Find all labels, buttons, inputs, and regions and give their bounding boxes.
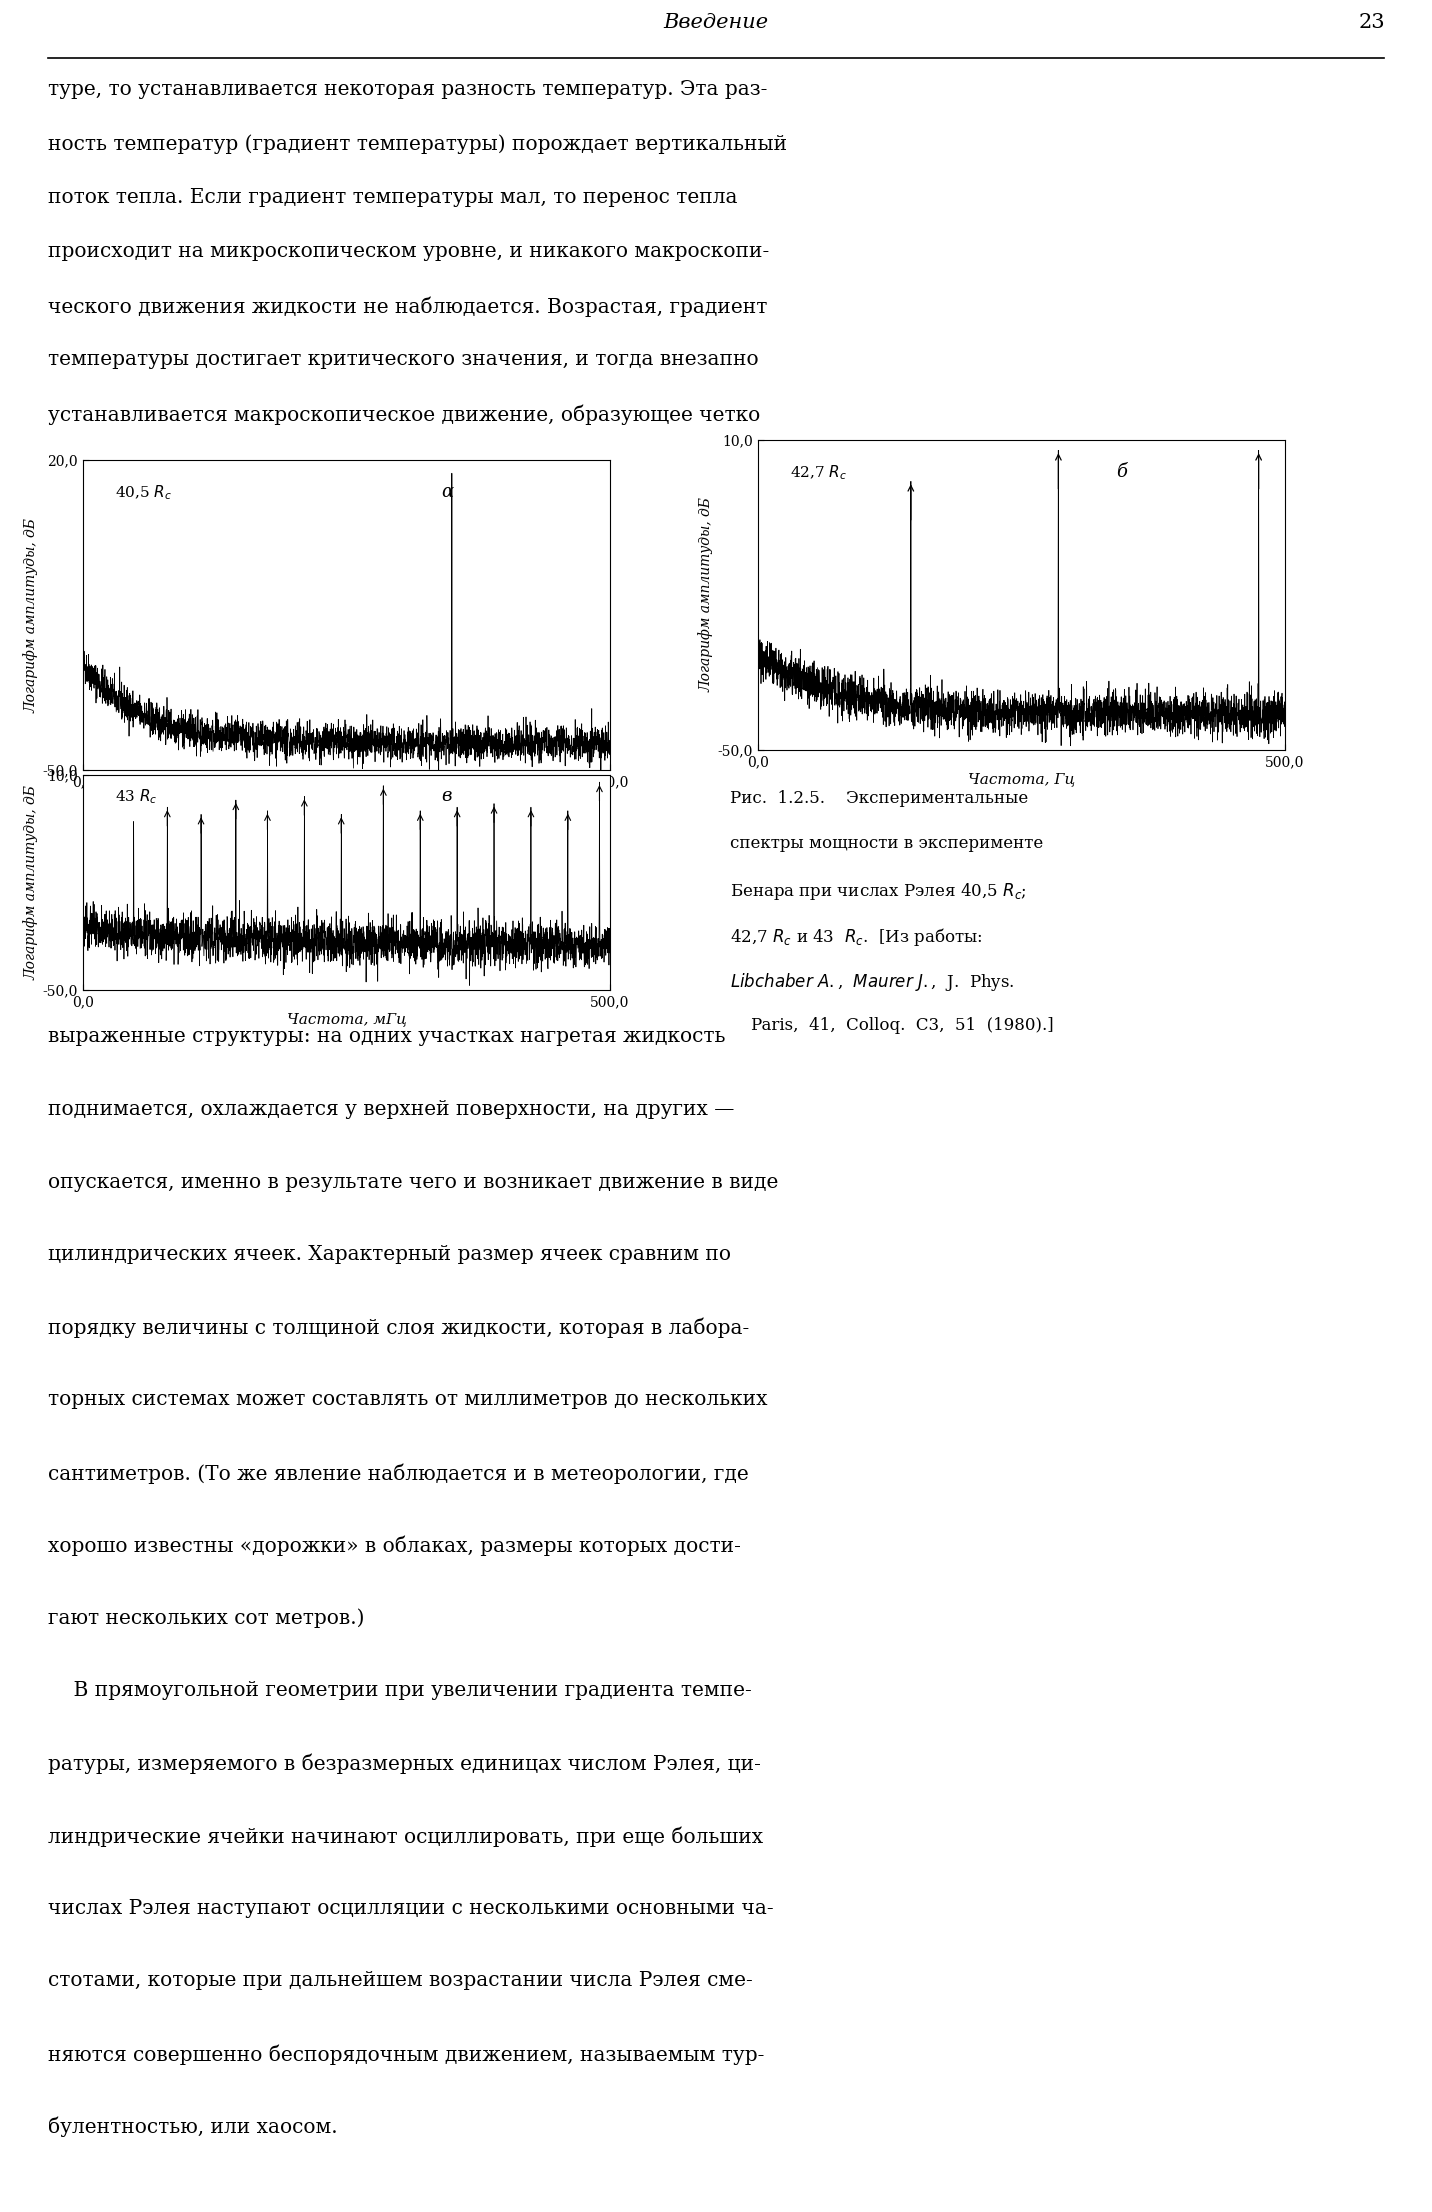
Text: спектры мощности в эксперименте: спектры мощности в эксперименте [730, 836, 1044, 852]
Text: $Libchaber$ $A.$,  $Maurer$ $J.$,  J.  Phys.: $Libchaber$ $A.$, $Maurer$ $J.$, J. Phys… [730, 971, 1014, 993]
Text: числах Рэлея наступают осцилляции с несколькими основными ча-: числах Рэлея наступают осцилляции с неск… [49, 1898, 773, 1918]
Text: Рис.  1.2.5.    Экспериментальные: Рис. 1.2.5. Экспериментальные [730, 790, 1028, 807]
Text: ратуры, измеряемого в безразмерных единицах числом Рэлея, ци-: ратуры, измеряемого в безразмерных едини… [49, 1754, 760, 1774]
X-axis label: Частота, Гц: Частота, Гц [968, 772, 1075, 785]
Text: стотами, которые при дальнейшем возрастании числа Рэлея сме-: стотами, которые при дальнейшем возраста… [49, 1971, 753, 1991]
Text: Paris,  41,  Colloq.  C3,  51  (1980).]: Paris, 41, Colloq. C3, 51 (1980).] [730, 1018, 1054, 1033]
Text: ческого движения жидкости не наблюдается. Возрастая, градиент: ческого движения жидкости не наблюдается… [49, 296, 768, 316]
Text: 43 $R_c$: 43 $R_c$ [115, 787, 158, 805]
Text: няются совершенно беспорядочным движением, называемым тур-: няются совершенно беспорядочным движение… [49, 2044, 765, 2064]
Y-axis label: Логарифм амплитуды, дБ: Логарифм амплитуды, дБ [699, 498, 713, 692]
Text: цилиндрических ячеек. Характерный размер ячеек сравним по: цилиндрических ячеек. Характерный размер… [49, 1245, 730, 1263]
Y-axis label: Логарифм амплитуды, дБ: Логарифм амплитуды, дБ [24, 785, 39, 980]
Text: булентностью, или хаосом.: булентностью, или хаосом. [49, 2117, 338, 2137]
Text: б: б [1117, 462, 1127, 482]
Text: хорошо известны «дорожки» в облаках, размеры которых дости-: хорошо известны «дорожки» в облаках, раз… [49, 1535, 740, 1555]
Text: поток тепла. Если градиент температуры мал, то перенос тепла: поток тепла. Если градиент температуры м… [49, 188, 737, 208]
Y-axis label: Логарифм амплитуды, дБ: Логарифм амплитуды, дБ [24, 518, 39, 712]
Text: Введение: Введение [663, 13, 769, 31]
Text: температуры достигает критического значения, и тогда внезапно: температуры достигает критического значе… [49, 349, 759, 369]
Text: гают нескольких сот метров.): гают нескольких сот метров.) [49, 1608, 365, 1628]
Text: α: α [441, 482, 454, 502]
Text: поднимается, охлаждается у верхней поверхности, на других —: поднимается, охлаждается у верхней повер… [49, 1099, 735, 1119]
Text: туре, то устанавливается некоторая разность температур. Эта раз-: туре, то устанавливается некоторая разно… [49, 80, 768, 100]
Text: 42,7 $R_c$ и 43  $R_c$.  [Из работы:: 42,7 $R_c$ и 43 $R_c$. [Из работы: [730, 927, 982, 949]
Text: в: в [441, 787, 453, 805]
Text: порядку величины с толщиной слоя жидкости, которая в лабора-: порядку величины с толщиной слоя жидкост… [49, 1318, 749, 1338]
Text: 23: 23 [1359, 13, 1385, 31]
Text: происходит на микроскопическом уровне, и никакого макроскопи-: происходит на микроскопическом уровне, и… [49, 241, 769, 261]
Text: В прямоугольной геометрии при увеличении градиента темпе-: В прямоугольной геометрии при увеличении… [49, 1681, 752, 1699]
Text: линдрические ячейки начинают осциллировать, при еще больших: линдрические ячейки начинают осциллирова… [49, 1827, 763, 1847]
Text: 40,5 $R_c$: 40,5 $R_c$ [115, 482, 172, 502]
X-axis label: Частота, мГц: Частота, мГц [286, 1011, 407, 1026]
Text: ность температур (градиент температуры) порождает вертикальный: ность температур (градиент температуры) … [49, 135, 788, 155]
Text: выраженные структуры: на одних участках нагретая жидкость: выраженные структуры: на одних участках … [49, 1026, 726, 1046]
Text: 42,7 $R_c$: 42,7 $R_c$ [789, 462, 846, 482]
Text: устанавливается макроскопическое движение, образующее четко: устанавливается макроскопическое движени… [49, 405, 760, 425]
Text: опускается, именно в результате чего и возникает движение в виде: опускается, именно в результате чего и в… [49, 1172, 779, 1192]
X-axis label: Частота, Гц: Частота, Гц [294, 792, 400, 805]
Text: сантиметров. (То же явление наблюдается и в метеорологии, где: сантиметров. (То же явление наблюдается … [49, 1462, 749, 1484]
Text: Бенара при числах Рэлея 40,5 $R_c$;: Бенара при числах Рэлея 40,5 $R_c$; [730, 880, 1027, 902]
Text: торных системах может составлять от миллиметров до нескольких: торных системах может составлять от милл… [49, 1391, 768, 1409]
